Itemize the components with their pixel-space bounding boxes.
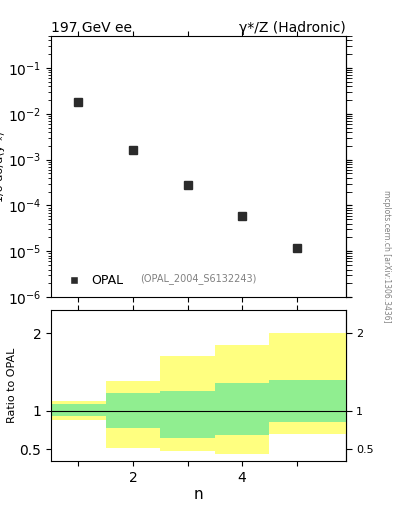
Text: mcplots.cern.ch [arXiv:1306.3436]: mcplots.cern.ch [arXiv:1306.3436] (382, 189, 391, 323)
X-axis label: n: n (194, 487, 203, 502)
Legend: OPAL: OPAL (57, 270, 127, 291)
Y-axis label: Ratio to OPAL: Ratio to OPAL (7, 348, 17, 423)
Text: 197 GeV ee: 197 GeV ee (51, 20, 132, 35)
Y-axis label: 1/σ dσ/d⟨yⁿₓ⟩: 1/σ dσ/d⟨yⁿₓ⟩ (0, 131, 5, 202)
Text: γ*/Z (Hadronic): γ*/Z (Hadronic) (239, 20, 346, 35)
Text: (OPAL_2004_S6132243): (OPAL_2004_S6132243) (140, 273, 257, 284)
